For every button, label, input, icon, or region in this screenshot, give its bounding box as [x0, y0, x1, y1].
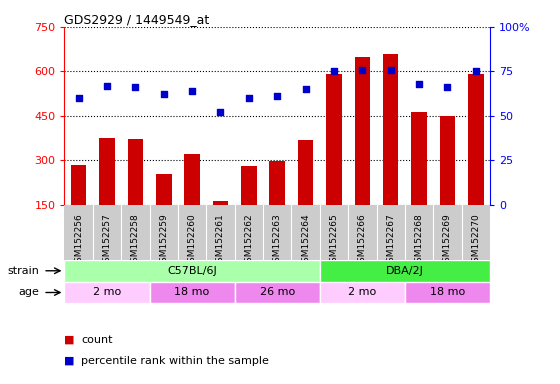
Point: [472, 68, 480, 74]
Bar: [405, 281, 490, 303]
Point: [102, 83, 111, 89]
Point: [216, 109, 225, 115]
Bar: [320, 260, 490, 281]
Bar: [99, 138, 115, 205]
Text: GSM152262: GSM152262: [244, 213, 253, 268]
Text: 2 mo: 2 mo: [93, 288, 121, 298]
Bar: [354, 56, 370, 205]
Point: [329, 68, 338, 74]
Text: GSM152269: GSM152269: [443, 213, 452, 268]
Bar: [269, 161, 285, 205]
Bar: [320, 281, 405, 303]
Bar: [298, 140, 314, 205]
Text: GSM152258: GSM152258: [131, 213, 140, 268]
Point: [301, 86, 310, 92]
Bar: [241, 166, 256, 205]
Point: [358, 66, 367, 73]
Point: [386, 66, 395, 73]
Text: GSM152260: GSM152260: [188, 213, 197, 268]
Text: GDS2929 / 1449549_at: GDS2929 / 1449549_at: [64, 13, 209, 26]
Bar: [213, 201, 228, 205]
Text: count: count: [81, 335, 113, 345]
Point: [244, 95, 253, 101]
Bar: [383, 53, 399, 205]
Text: GSM152256: GSM152256: [74, 213, 83, 268]
Point: [159, 91, 168, 98]
Text: ■: ■: [64, 356, 75, 366]
Point: [188, 88, 197, 94]
Text: DBA/2J: DBA/2J: [386, 266, 424, 276]
Text: GSM152263: GSM152263: [273, 213, 282, 268]
Bar: [468, 74, 484, 205]
Text: GSM152264: GSM152264: [301, 213, 310, 268]
Bar: [156, 174, 171, 205]
Text: GSM152261: GSM152261: [216, 213, 225, 268]
Bar: [326, 74, 342, 205]
Text: GSM152266: GSM152266: [358, 213, 367, 268]
Point: [131, 84, 140, 90]
Bar: [71, 165, 86, 205]
Point: [74, 95, 83, 101]
Text: GSM152257: GSM152257: [102, 213, 111, 268]
Text: C57BL/6J: C57BL/6J: [167, 266, 217, 276]
Text: 26 mo: 26 mo: [260, 288, 295, 298]
Text: GSM152265: GSM152265: [329, 213, 338, 268]
Bar: [184, 154, 200, 205]
Text: GSM152268: GSM152268: [414, 213, 423, 268]
Bar: [440, 116, 455, 205]
Text: GSM152259: GSM152259: [159, 213, 168, 268]
Text: 18 mo: 18 mo: [430, 288, 465, 298]
Bar: [235, 281, 320, 303]
Text: percentile rank within the sample: percentile rank within the sample: [81, 356, 269, 366]
Text: age: age: [18, 288, 39, 298]
Text: GSM152267: GSM152267: [386, 213, 395, 268]
Point: [443, 84, 452, 90]
Text: ■: ■: [64, 335, 75, 345]
Text: 2 mo: 2 mo: [348, 288, 376, 298]
Text: 18 mo: 18 mo: [175, 288, 209, 298]
Bar: [150, 281, 235, 303]
Text: GSM152270: GSM152270: [472, 213, 480, 268]
Bar: [128, 139, 143, 205]
Point: [273, 93, 282, 99]
Text: strain: strain: [7, 266, 39, 276]
Bar: [411, 112, 427, 205]
Bar: [64, 260, 320, 281]
Point: [414, 81, 423, 87]
Bar: [64, 281, 150, 303]
